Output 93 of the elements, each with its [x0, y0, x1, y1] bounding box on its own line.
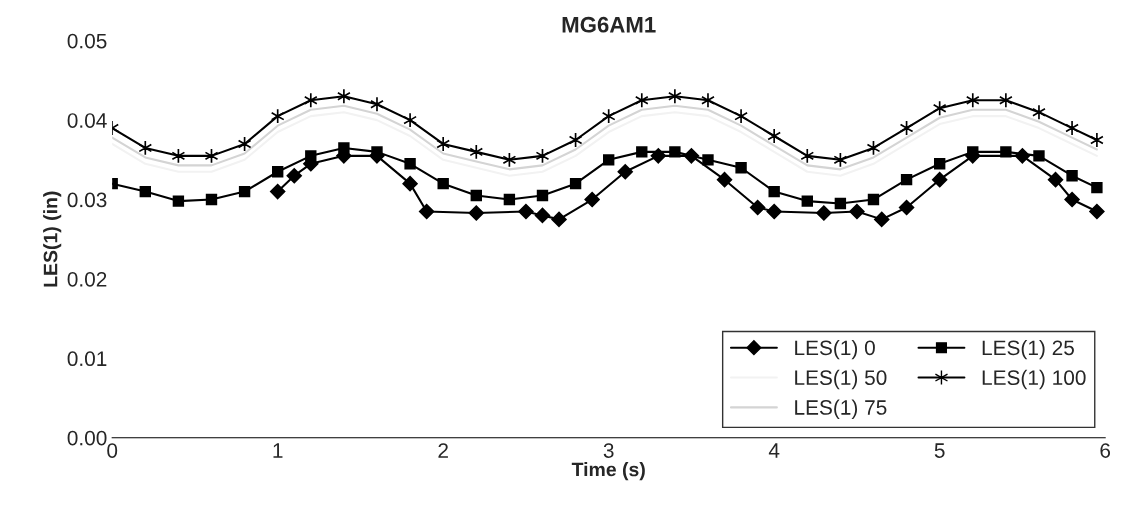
- y-tick-label: 0.04: [67, 113, 107, 128]
- point: [534, 207, 551, 224]
- point: [551, 211, 567, 228]
- point: [418, 203, 435, 220]
- point: [503, 193, 516, 206]
- point: [402, 175, 418, 192]
- legend-label: LES(1) 0: [795, 339, 875, 360]
- legend-label: LES(1) 25: [982, 339, 1074, 360]
- x-tick-label: 0: [107, 443, 118, 458]
- x-tick-label: 2: [438, 443, 448, 458]
- point: [931, 171, 948, 188]
- point: [766, 203, 782, 220]
- point: [1090, 132, 1104, 148]
- y-tick-label: 0.00: [67, 430, 107, 446]
- point: [701, 92, 715, 109]
- point: [735, 162, 747, 174]
- line-series: [112, 111, 1098, 177]
- point: [1014, 148, 1031, 164]
- x-tick-label: 3: [603, 443, 614, 458]
- point: [138, 140, 153, 156]
- chart-title: MG6AM1: [562, 16, 656, 33]
- point: [650, 148, 667, 164]
- point: [470, 189, 482, 202]
- point: [436, 136, 451, 152]
- legend-label: LES(1) 75: [795, 399, 887, 419]
- point: [1065, 120, 1079, 136]
- point: [303, 92, 318, 109]
- point: [1033, 150, 1045, 162]
- point: [898, 199, 915, 216]
- point: [999, 92, 1013, 109]
- point: [271, 166, 284, 178]
- x-tick-label: 4: [768, 443, 780, 458]
- point: [1066, 170, 1078, 182]
- point: [683, 148, 700, 164]
- point: [636, 146, 648, 158]
- point: [849, 203, 865, 220]
- y-tick-label: 0.01: [67, 351, 107, 367]
- point: [1089, 203, 1105, 220]
- point: [601, 108, 616, 124]
- point: [370, 96, 384, 113]
- point: [536, 189, 549, 202]
- y-tick-label: 0.03: [67, 192, 107, 208]
- point: [403, 112, 417, 128]
- point: [800, 148, 815, 164]
- point: [602, 154, 615, 166]
- point: [734, 108, 748, 124]
- y-tick-label: 0.05: [67, 33, 107, 49]
- point: [270, 108, 285, 124]
- point: [1000, 146, 1012, 158]
- x-tick-label: 1: [273, 443, 283, 458]
- point: [900, 173, 913, 186]
- point: [139, 185, 151, 198]
- point: [205, 193, 218, 206]
- point: [617, 164, 633, 180]
- point: [1091, 181, 1103, 194]
- point: [634, 92, 649, 109]
- point: [468, 205, 484, 221]
- point: [518, 203, 534, 220]
- point: [834, 197, 847, 210]
- legend-label: LES(1) 100: [982, 369, 1086, 390]
- point: [584, 191, 600, 208]
- point: [767, 128, 782, 144]
- y-axis-title: LES(1) (in): [43, 191, 62, 287]
- point: [668, 88, 682, 105]
- legend-label: LES(1) 50: [795, 369, 887, 390]
- x-tick-label: 6: [1100, 443, 1111, 458]
- point: [1047, 171, 1064, 188]
- point: [404, 158, 416, 170]
- point: [801, 195, 813, 207]
- x-tick-label: 5: [934, 443, 945, 458]
- point: [716, 171, 733, 188]
- point: [1064, 191, 1080, 208]
- point: [874, 211, 890, 228]
- point: [269, 183, 286, 200]
- point: [337, 88, 351, 105]
- point: [933, 158, 946, 170]
- point: [816, 205, 832, 221]
- point: [469, 144, 484, 160]
- point: [569, 177, 582, 190]
- point: [669, 146, 681, 158]
- point: [965, 92, 980, 109]
- point: [932, 100, 947, 116]
- point: [768, 185, 780, 198]
- point: [172, 195, 185, 207]
- point: [1032, 104, 1046, 120]
- point: [749, 199, 766, 216]
- point: [286, 167, 302, 184]
- x-axis-title: Time (s): [571, 462, 645, 481]
- point: [437, 177, 449, 190]
- point: [702, 154, 714, 166]
- point: [867, 193, 880, 206]
- point: [238, 185, 251, 198]
- y-tick-label: 0.02: [67, 271, 107, 287]
